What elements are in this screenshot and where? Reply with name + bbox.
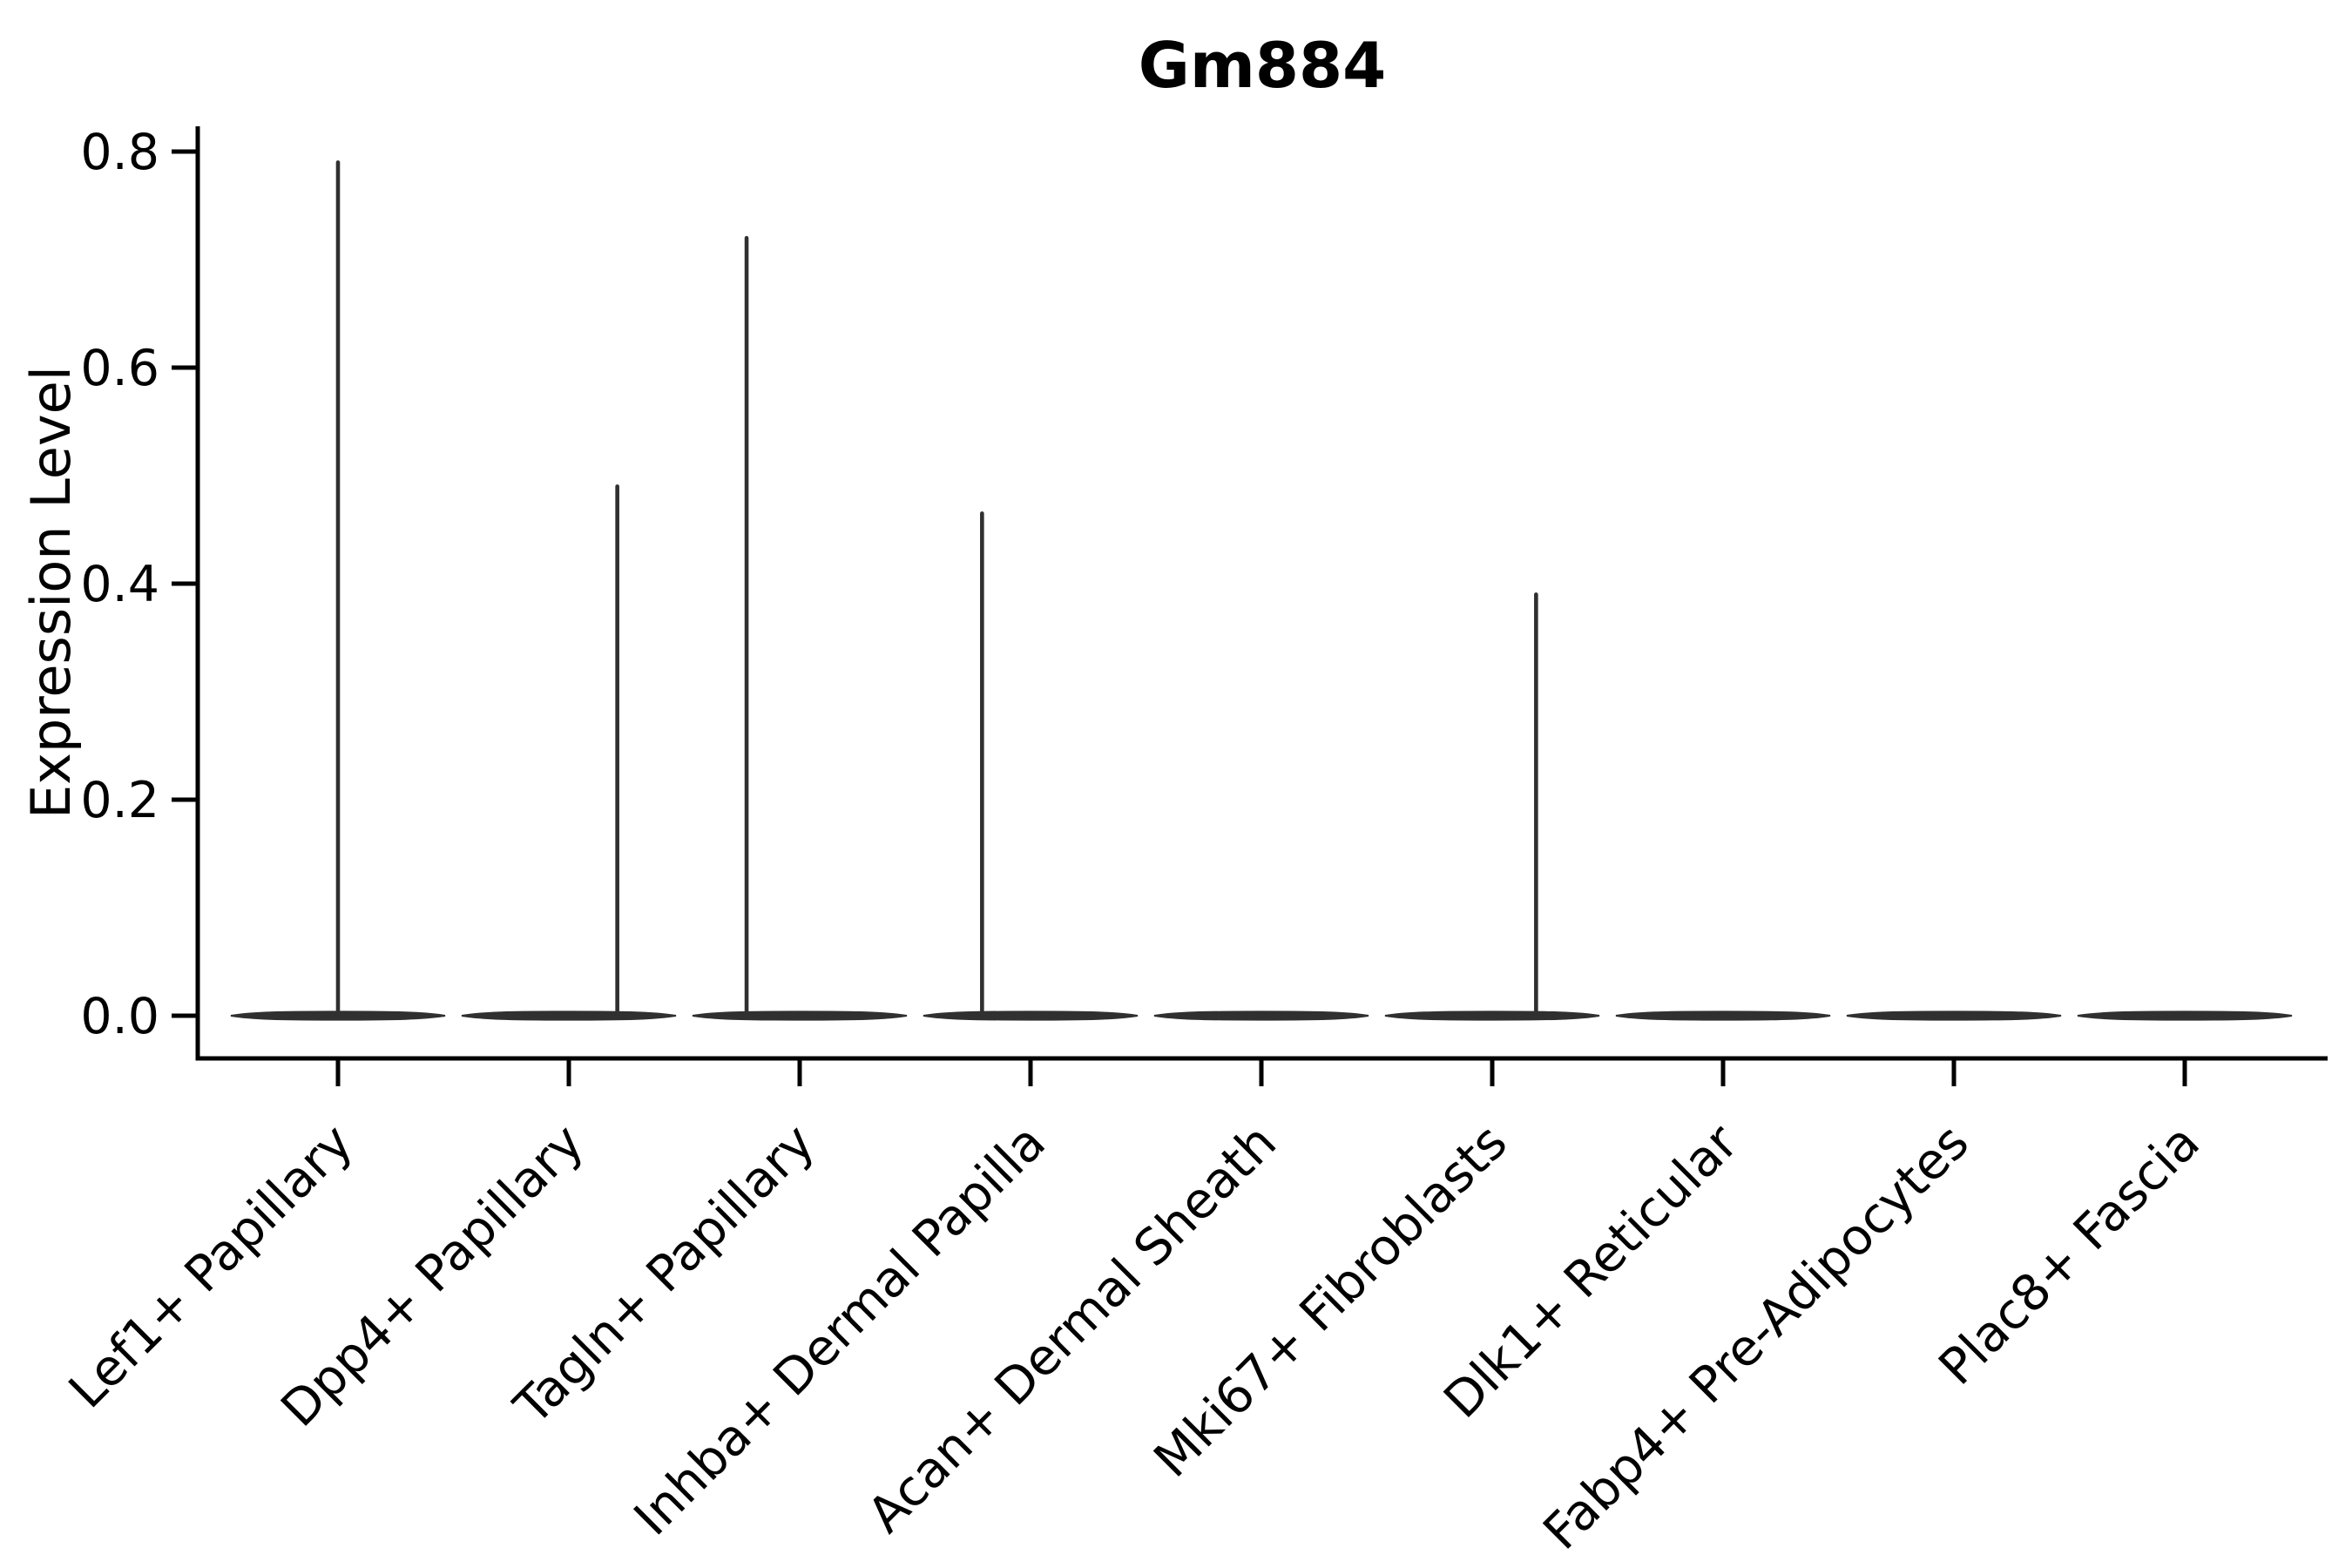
x-tick-label: Inhba+ Dermal Papilla (624, 1113, 1057, 1546)
y-tick-label: 0.6 (80, 340, 159, 397)
axes-layer (172, 126, 2328, 1086)
chart-title: Gm884 (1139, 29, 1386, 102)
y-axis-label: Expression Level (19, 366, 83, 819)
violins-layer (230, 160, 2293, 1021)
y-tick-label: 0.8 (80, 124, 159, 181)
violin-body (1153, 1010, 1369, 1021)
violin-body (461, 1010, 677, 1021)
violin-body (1384, 1010, 1600, 1021)
axes-spines (195, 126, 2328, 1061)
x-tick-label: Acan+ Dermal Sheath (857, 1113, 1288, 1544)
y-tick-label: 0.2 (80, 772, 159, 829)
violin-body (1615, 1010, 1831, 1021)
y-tick-label: 0.4 (80, 556, 159, 613)
violin-body (692, 1010, 908, 1021)
y-tick-label: 0.0 (80, 988, 159, 1045)
violin-body (1846, 1010, 2062, 1021)
violin-body (2077, 1010, 2293, 1021)
x-tick-label: Fabp4+ Pre-Adipocytes (1532, 1113, 1979, 1560)
violin-body (923, 1010, 1139, 1021)
